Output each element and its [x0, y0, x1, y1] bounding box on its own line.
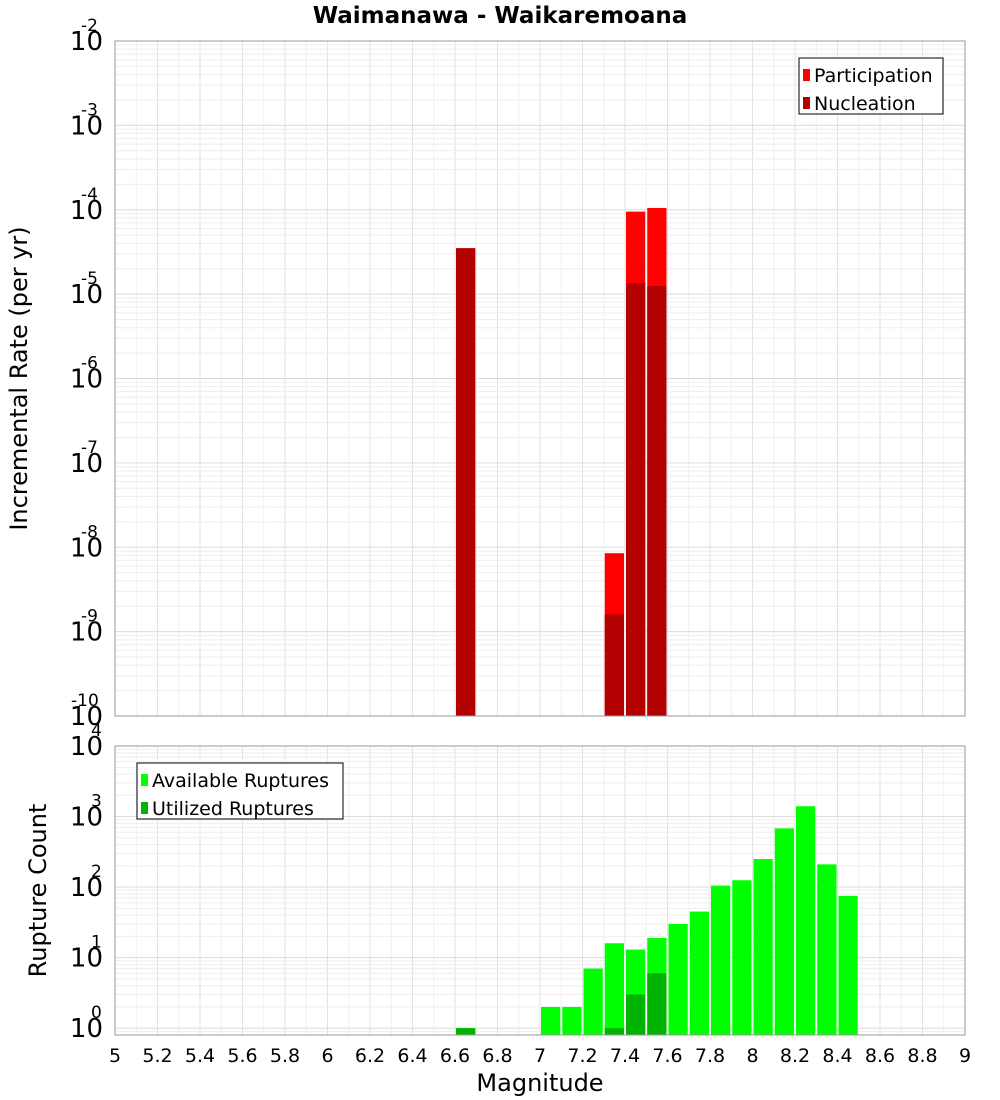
y-tick-label: 10: [70, 873, 103, 903]
x-tick-label: 5.2: [142, 1045, 172, 1067]
x-tick-label: 6.4: [397, 1045, 427, 1067]
bar-available-ruptures-15: [838, 895, 858, 1035]
legend-swatch: [803, 97, 810, 109]
bar-available-ruptures-2: [562, 1006, 582, 1035]
bar-available-ruptures-9: [711, 885, 731, 1035]
rate-panel: 10-210-310-410-510-610-710-810-910-10Inc…: [5, 16, 966, 732]
y-tick-label: 10: [70, 196, 103, 226]
y-tick-exponent: 1: [91, 933, 102, 953]
bar-utilized-ruptures-3: [647, 973, 667, 1035]
x-tick-label: 7.2: [567, 1045, 597, 1067]
legend: Available Ruptures Utilized Ruptures: [136, 762, 344, 820]
bar-available-ruptures-4: [604, 943, 624, 1035]
y-tick-label: 10: [70, 449, 103, 479]
x-tick-label: 8.6: [865, 1045, 895, 1067]
y-tick-label: 10: [70, 702, 103, 732]
legend-label: Participation: [814, 65, 933, 87]
y-axis-label: Incremental Rate (per yr): [5, 226, 33, 530]
bar-utilized-ruptures-2: [626, 994, 646, 1035]
bar-nucleation-0: [456, 248, 476, 717]
y-tick-exponent: 2: [91, 862, 102, 882]
x-tick-label: 6.2: [355, 1045, 385, 1067]
x-axis-label: Magnitude: [476, 1069, 603, 1097]
y-tick-label: 10: [70, 27, 103, 57]
bar-available-ruptures-12: [774, 828, 794, 1035]
y-tick-label: 10: [70, 803, 103, 833]
bar-available-ruptures-11: [753, 859, 773, 1035]
x-tick-label: 6.8: [482, 1045, 512, 1067]
legend-swatch: [141, 802, 148, 814]
y-tick-label: 10: [70, 618, 103, 648]
y-tick-label: 10: [70, 944, 103, 974]
x-tick-label: 5: [109, 1045, 121, 1067]
y-tick-exponent: 4: [91, 721, 102, 741]
legend-label: Utilized Ruptures: [152, 798, 314, 820]
y-tick-exponent: 0: [91, 1003, 102, 1023]
x-tick-label: 6.6: [440, 1045, 470, 1067]
bar-available-ruptures-7: [668, 923, 688, 1035]
x-tick-label: 8.4: [822, 1045, 852, 1067]
x-tick-label: 8.8: [907, 1045, 937, 1067]
x-tick-label: 7.6: [652, 1045, 682, 1067]
bar-utilized-ruptures-0: [456, 1028, 476, 1035]
x-tick-label: 8: [746, 1045, 758, 1067]
plot-frame: [114, 40, 966, 717]
bar-utilized-ruptures-1: [604, 1028, 624, 1035]
bar-nucleation-2: [626, 283, 646, 716]
y-tick-label: 10: [70, 280, 103, 310]
x-tick-label: 9: [959, 1045, 971, 1067]
x-tick-label: 8.2: [780, 1045, 810, 1067]
x-tick-label: 5.8: [270, 1045, 300, 1067]
y-tick-labels: 10-210-310-410-510-610-710-810-910-10: [70, 16, 103, 732]
x-tick-label: 7: [534, 1045, 546, 1067]
y-tick-exponent: -2: [81, 16, 98, 36]
y-tick-label: 10: [70, 365, 103, 395]
y-tick-exponent: 3: [91, 792, 102, 812]
legend-box: [136, 762, 344, 820]
y-tick-exponent: -4: [81, 185, 98, 205]
bar-nucleation-1: [604, 614, 624, 716]
legend: Participation Nucleation: [798, 57, 944, 115]
gridlines: [114, 41, 966, 717]
bar-available-ruptures-3: [583, 968, 603, 1035]
x-tick-label: 5.4: [185, 1045, 215, 1067]
bar-available-ruptures-8: [689, 911, 709, 1035]
bar-available-ruptures-14: [817, 864, 837, 1035]
x-tick-label: 5.6: [227, 1045, 257, 1067]
y-tick-exponent: -6: [81, 354, 98, 374]
y-tick-exponent: -3: [81, 100, 98, 120]
x-tick-label: 7.4: [610, 1045, 640, 1067]
y-tick-exponent: -5: [81, 269, 98, 289]
bar-nucleation-3: [647, 285, 667, 716]
x-tick-label: 6: [321, 1045, 333, 1067]
y-tick-exponent: -9: [81, 607, 98, 627]
legend-swatch: [141, 774, 148, 786]
y-tick-exponent: -7: [81, 438, 98, 458]
y-tick-label: 10: [70, 1014, 103, 1044]
legend-box: [798, 57, 944, 115]
y-axis-label: Rupture Count: [24, 804, 52, 978]
y-tick-label: 10: [70, 111, 103, 141]
y-tick-label: 10: [70, 533, 103, 563]
y-tick-label: 10: [70, 732, 103, 762]
y-tick-exponent: -8: [81, 522, 98, 542]
plot-frame: [114, 745, 966, 1036]
chart-title: Waimanawa - Waikaremoana: [313, 3, 688, 29]
x-tick-label: 7.8: [695, 1045, 725, 1067]
bar-available-ruptures-1: [541, 1006, 561, 1035]
y-tick-exponent: -10: [71, 691, 99, 711]
legend-swatch: [803, 69, 810, 81]
legend-label: Nucleation: [814, 93, 916, 115]
bar-available-ruptures-10: [732, 880, 752, 1035]
bars: [456, 207, 667, 717]
bar-available-ruptures-13: [796, 806, 816, 1035]
legend-label: Available Ruptures: [152, 770, 329, 792]
bars: [456, 806, 858, 1035]
x-tick-labels: 5 5.2 5.4 5.6 5.8 6 6.2 6.4 6.6 6.8 7 7.2 7.4 7.6 7.8 8…: [109, 1045, 971, 1067]
